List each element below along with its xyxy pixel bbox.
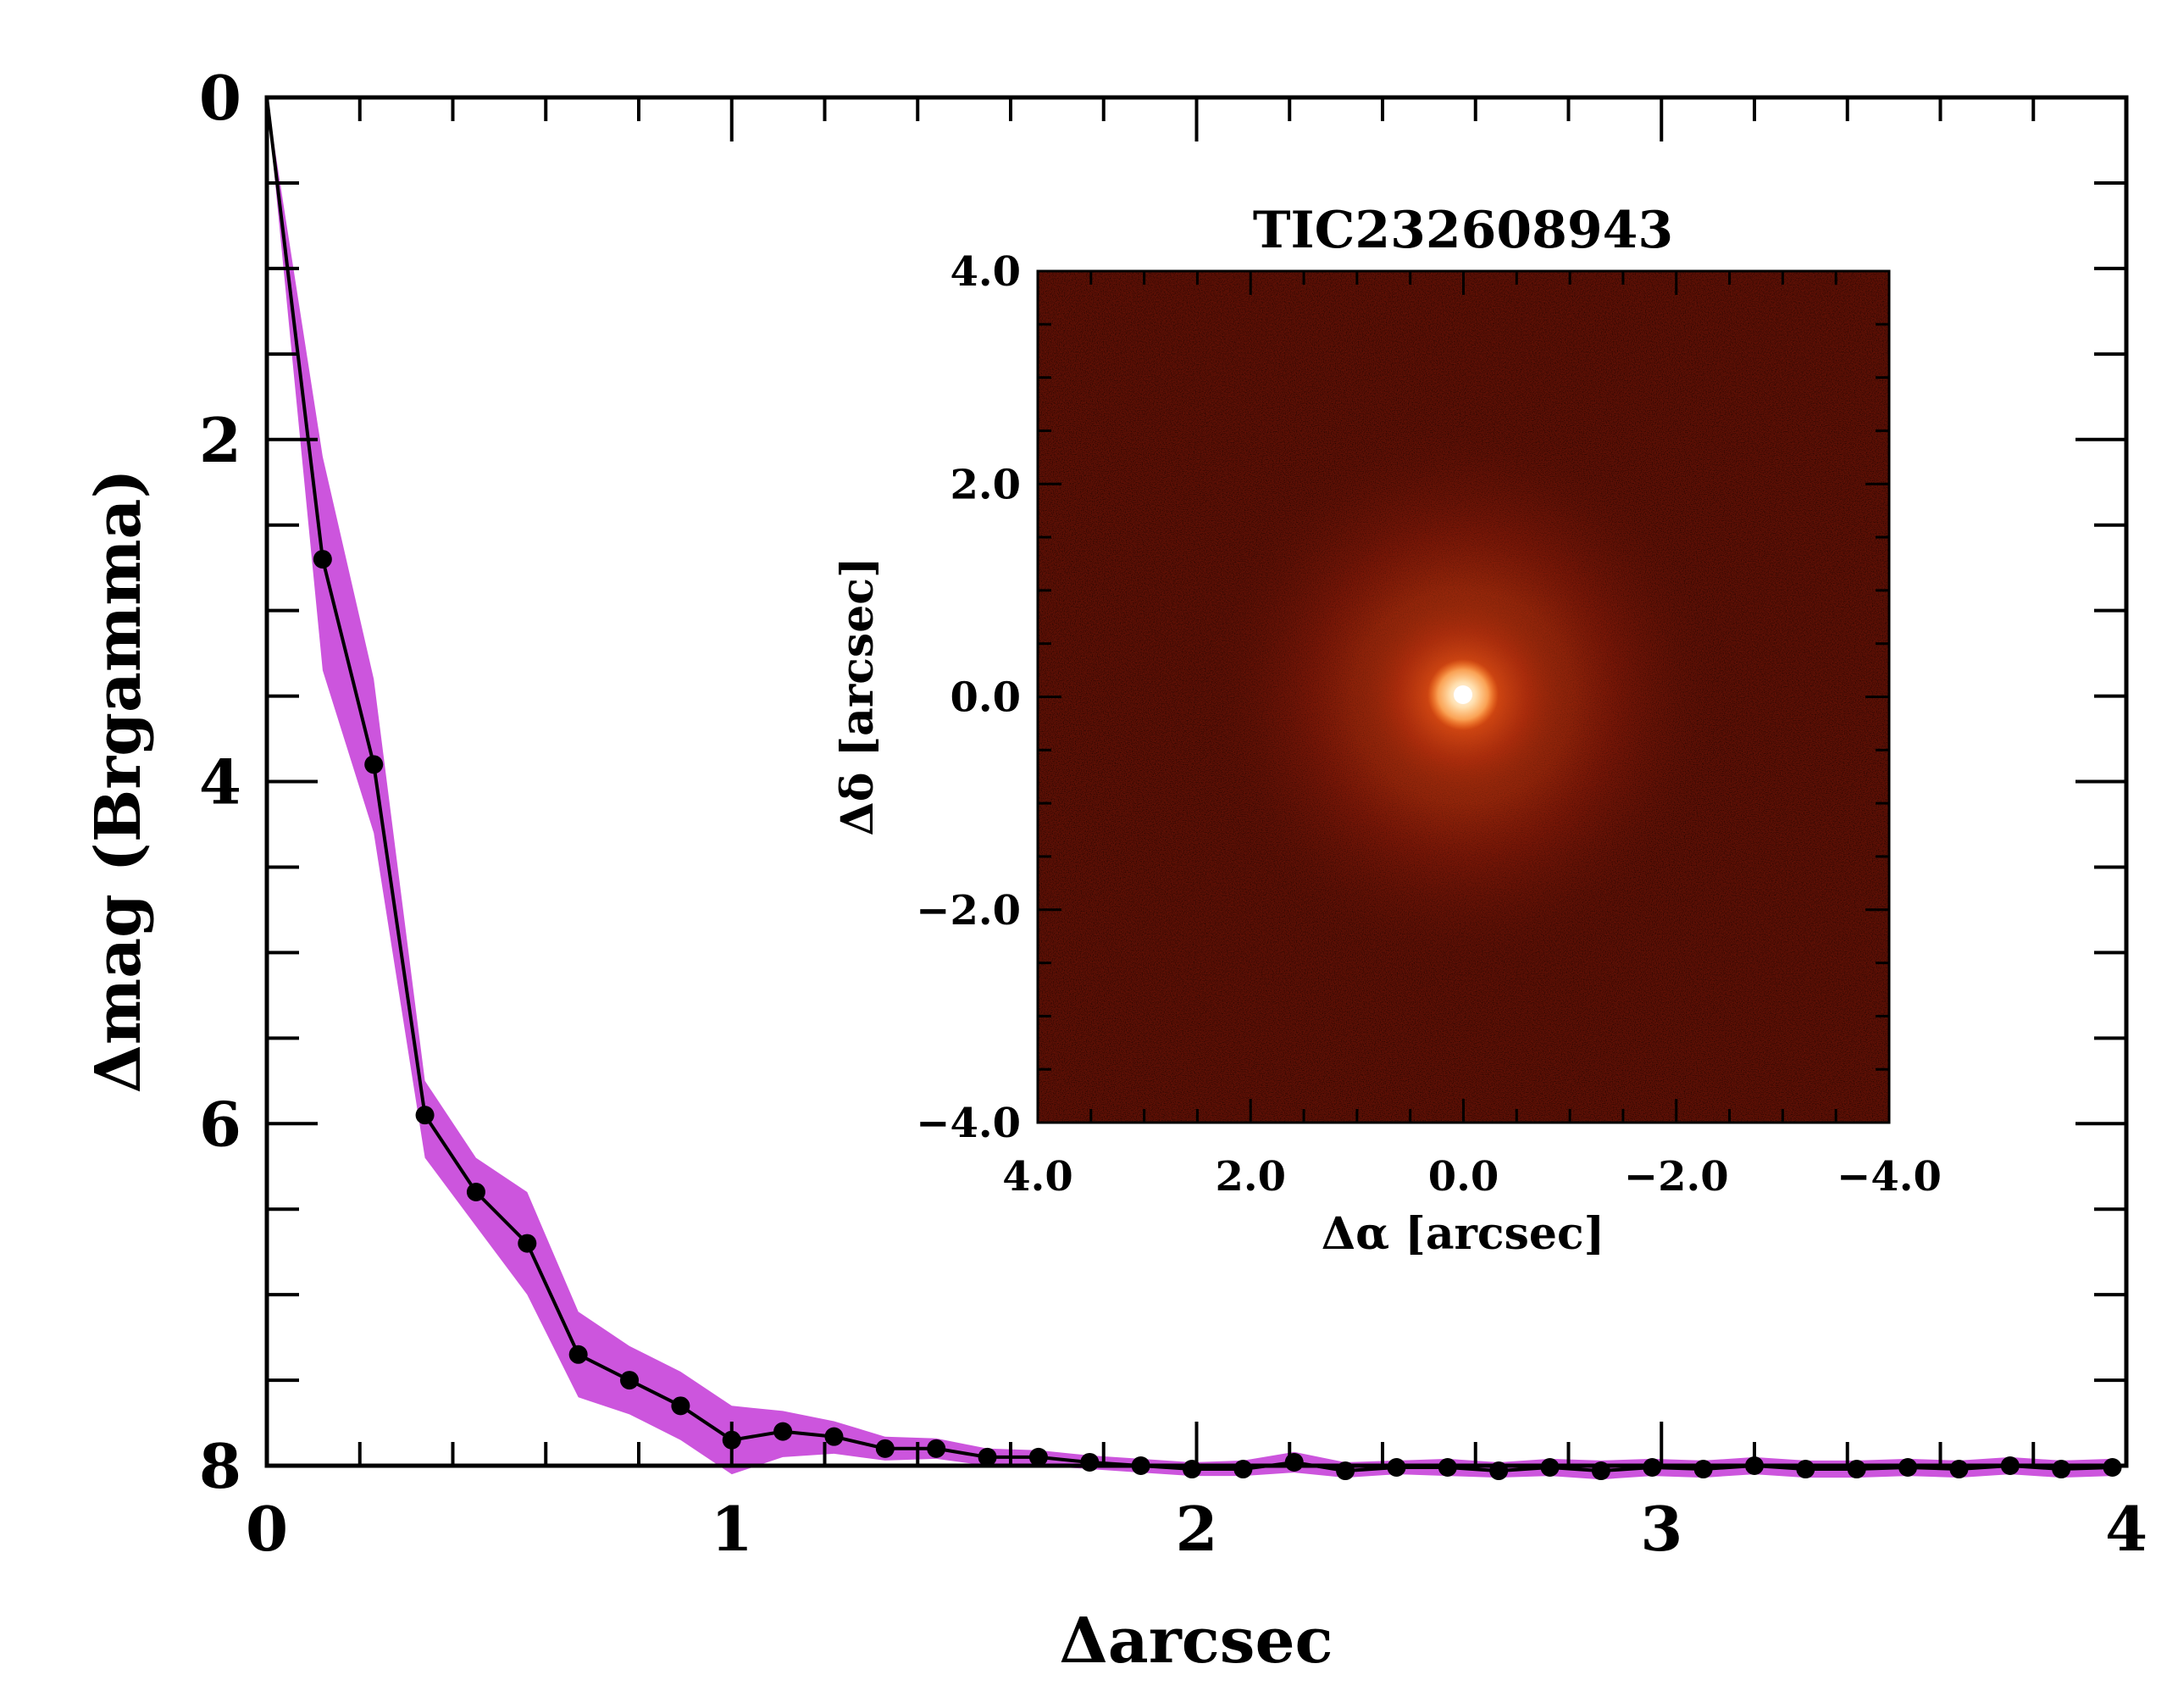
x-tick-label: 1 <box>711 1493 753 1565</box>
data-point <box>1949 1460 1969 1479</box>
data-point <box>978 1447 997 1467</box>
inset-image: 4.0 2.0 0.0 −2.0 −4.0 4.0 2.0 0.0 −2.0 −4.0 TIC23… <box>832 201 1942 1260</box>
main-tick-labels: 0 1 2 3 4 0 2 4 6 8 <box>199 62 2148 1565</box>
inset-x-axis-label: Δα [arcsec] <box>1322 1208 1604 1260</box>
inset-y-tick-label: 4.0 <box>950 248 1021 296</box>
inset-x-tick-label: 4.0 <box>1002 1153 1073 1201</box>
data-point <box>518 1234 537 1253</box>
inset-y-axis-label: Δδ [arcsec] <box>832 557 884 835</box>
x-tick-label: 4 <box>2105 1493 2148 1565</box>
inset-x-tick-label: −4.0 <box>1837 1153 1942 1201</box>
y-tick-label: 0 <box>199 62 241 134</box>
main-ticks <box>265 96 2128 1467</box>
inset-y-tick-label: 2.0 <box>950 461 1021 508</box>
data-point <box>620 1371 640 1390</box>
main-x-axis-label: Δarcsec <box>1059 1605 1333 1678</box>
inset-x-tick-label: 2.0 <box>1215 1153 1286 1201</box>
data-point <box>1693 1460 1713 1479</box>
data-point <box>1796 1460 1815 1479</box>
data-point <box>1080 1452 1100 1472</box>
inset-tick-labels: 4.0 2.0 0.0 −2.0 −4.0 4.0 2.0 0.0 −2.0 −4.0 <box>916 248 1942 1201</box>
data-point <box>927 1439 946 1458</box>
y-tick-label: 6 <box>199 1088 241 1160</box>
x-tick-label: 0 <box>246 1493 288 1565</box>
data-point <box>568 1345 588 1364</box>
data-point <box>1233 1460 1253 1479</box>
data-point <box>1284 1452 1304 1472</box>
inset-x-tick-label: 0.0 <box>1428 1153 1499 1201</box>
main-chart: 0 1 2 3 4 0 2 4 6 8 Δarcsec Δmag (Brgamma) <box>82 62 2148 1678</box>
data-point <box>875 1439 895 1458</box>
inset-y-tick-label: −2.0 <box>916 887 1021 934</box>
inset-x-tick-label: −2.0 <box>1624 1153 1729 1201</box>
data-point <box>466 1183 485 1201</box>
y-tick-label: 2 <box>199 404 241 476</box>
data-point <box>415 1106 435 1125</box>
y-tick-label: 4 <box>199 746 241 818</box>
data-point <box>313 550 332 569</box>
data-point <box>1028 1447 1048 1467</box>
data-point <box>824 1427 844 1446</box>
data-point <box>2052 1460 2071 1479</box>
data-point <box>364 755 384 774</box>
inset-ticks <box>1036 269 1891 1124</box>
data-point <box>671 1396 690 1416</box>
data-point <box>1183 1460 1202 1479</box>
y-tick-label: 8 <box>199 1430 241 1502</box>
data-point <box>1847 1460 1866 1479</box>
star-center <box>1454 685 1472 704</box>
inset-y-tick-label: 0.0 <box>950 674 1021 722</box>
main-y-axis-label: Δmag (Brgamma) <box>82 469 155 1094</box>
inset-y-tick-label: −4.0 <box>916 1100 1021 1147</box>
x-tick-label: 2 <box>1175 1493 1217 1565</box>
data-point <box>773 1422 793 1441</box>
x-tick-label: 3 <box>1640 1493 1682 1565</box>
inset-title: TIC232608943 <box>1253 201 1673 260</box>
